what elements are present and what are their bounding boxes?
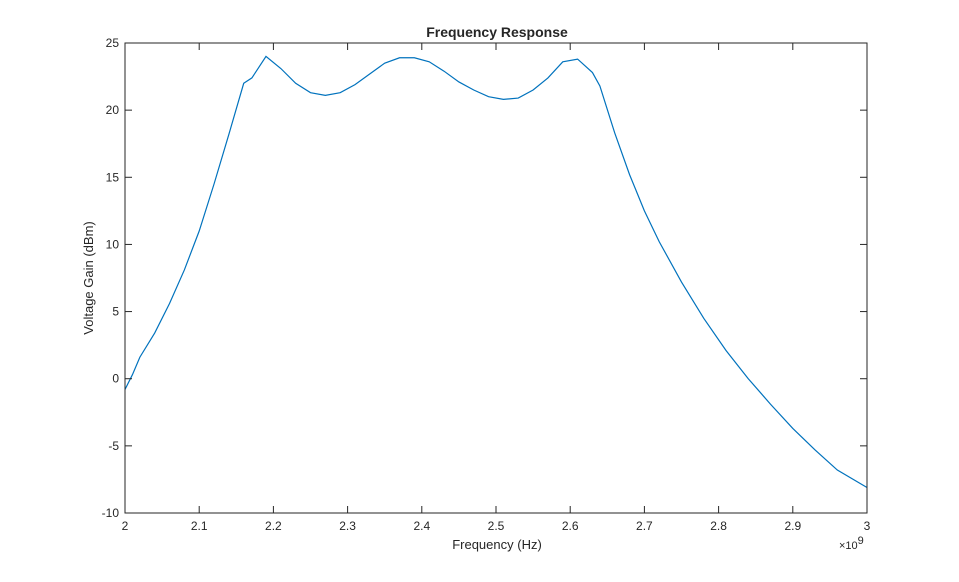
x-tick-label: 2.6 (562, 519, 579, 533)
series-line-0 (124, 55, 868, 489)
y-tick-label: 25 (106, 36, 120, 50)
x-tick-label: 2.8 (710, 519, 727, 533)
x-axis-label: Frequency (Hz) (452, 537, 542, 552)
y-tick-label: -5 (108, 439, 119, 453)
chart-title: Frequency Response (426, 24, 568, 40)
axes-box (124, 42, 868, 514)
x-tick-label: 2 (122, 519, 129, 533)
x-tick-label: 2.9 (784, 519, 801, 533)
x-tick-label: 2.5 (488, 519, 505, 533)
y-tick-label: 15 (106, 170, 120, 184)
plot-series-group (124, 55, 868, 489)
x-tick-group: 2 2.1 2.2 2.3 2.4 2.5 2.6 2.7 2.8 2.9 3 (122, 43, 871, 533)
y-tick-label: 5 (112, 305, 119, 319)
y-tick-group: -10 -5 0 5 10 15 20 25 (102, 36, 867, 520)
x-tick-label: 2.7 (636, 519, 653, 533)
x-exponent-label: ×109 (839, 535, 864, 552)
y-tick-label: 20 (106, 103, 120, 117)
y-tick-label: -10 (102, 506, 120, 520)
y-tick-label: 10 (106, 237, 120, 251)
x-tick-label: 3 (864, 519, 871, 533)
y-tick-label: 0 (112, 372, 119, 386)
x-tick-label: 2.4 (413, 519, 430, 533)
y-axis-label: Voltage Gain (dBm) (81, 221, 96, 334)
x-tick-label: 2.1 (191, 519, 208, 533)
x-tick-label: 2.2 (265, 519, 282, 533)
x-tick-label: 2.3 (339, 519, 356, 533)
